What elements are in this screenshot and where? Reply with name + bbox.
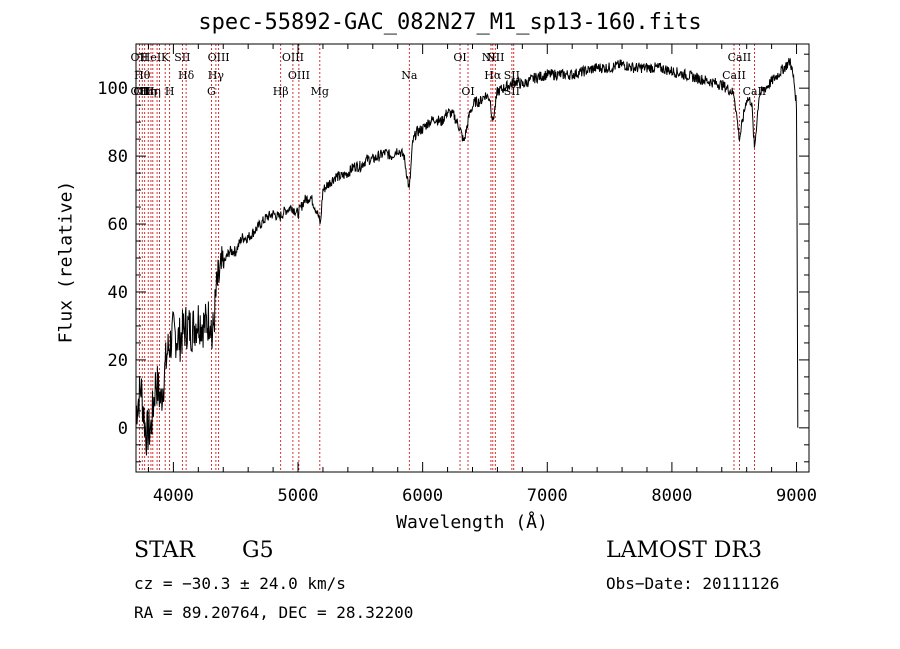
spectrum-series (135, 57, 799, 456)
chart-title: spec-55892-GAC_082N27_M1_sp13-160.fits (198, 10, 702, 35)
spectral-line-markers (138, 44, 755, 472)
spectrum-line (135, 57, 799, 456)
x-tick-label: 8000 (651, 486, 692, 506)
line-label: Hη (145, 85, 161, 98)
x-tick-label: 9000 (776, 486, 817, 506)
spectral-line-labels: OIIOIIHθOIIHηHeIHηKHSIIHδGHγOIIIHβOIIIOI… (131, 51, 767, 98)
line-label: OII (133, 85, 151, 98)
line-label: Hδ (178, 69, 195, 82)
x-tick-label: 5000 (278, 486, 319, 506)
object-subclass: G5 (242, 538, 274, 563)
line-label: NII (486, 51, 504, 64)
line-label: Hη (140, 85, 156, 98)
line-label: SII (174, 51, 190, 64)
line-label: OII (131, 51, 149, 64)
survey-name: LAMOST DR3 (606, 538, 762, 563)
line-label: CaII (743, 85, 767, 98)
line-label: OI (461, 85, 474, 98)
line-label: SII (504, 85, 520, 98)
line-label: SII (504, 69, 520, 82)
line-label: OII (131, 85, 149, 98)
line-label: NII (482, 51, 500, 64)
line-label: Hθ (134, 69, 151, 82)
y-tick-label: 100 (97, 79, 128, 99)
y-tick-label: 80 (108, 147, 128, 167)
line-label: OIII (282, 51, 304, 64)
line-label: K (161, 51, 170, 64)
line-label: CaII (722, 69, 746, 82)
x-tick-label: 7000 (527, 486, 568, 506)
observation-date: Obs−Date: 20111126 (606, 574, 780, 593)
redshift-cz: cz = −30.3 ± 24.0 km/s (134, 574, 346, 593)
line-label: H (165, 85, 175, 98)
y-tick-label: 40 (108, 283, 128, 303)
line-label: Na (401, 69, 418, 82)
axis-ticks: 4000 5000 6000 7000 8000 9000 0 20 40 60 80 100 (97, 44, 817, 506)
line-label: OIII (288, 69, 310, 82)
x-tick-label: 6000 (402, 486, 443, 506)
y-tick-label: 20 (108, 351, 128, 371)
line-label: OIII (208, 51, 230, 64)
x-axis-label: Wavelength (Å) (396, 512, 548, 533)
line-label: HeI (141, 51, 161, 64)
line-label: Hα (484, 69, 502, 82)
line-label: Hγ (208, 69, 225, 82)
line-label: CaII (728, 51, 752, 64)
object-class: STAR (134, 538, 195, 563)
y-axis-label: Flux (relative) (55, 180, 77, 344)
line-label: G (207, 85, 216, 98)
line-label: Mg (311, 85, 329, 98)
ra-dec: RA = 89.20764, DEC = 28.32200 (134, 603, 414, 622)
x-tick-label: 4000 (153, 486, 194, 506)
y-tick-label: 60 (108, 215, 128, 235)
line-label: Hβ (273, 85, 289, 98)
y-tick-label: 0 (118, 419, 128, 439)
line-label: OI (453, 51, 466, 64)
